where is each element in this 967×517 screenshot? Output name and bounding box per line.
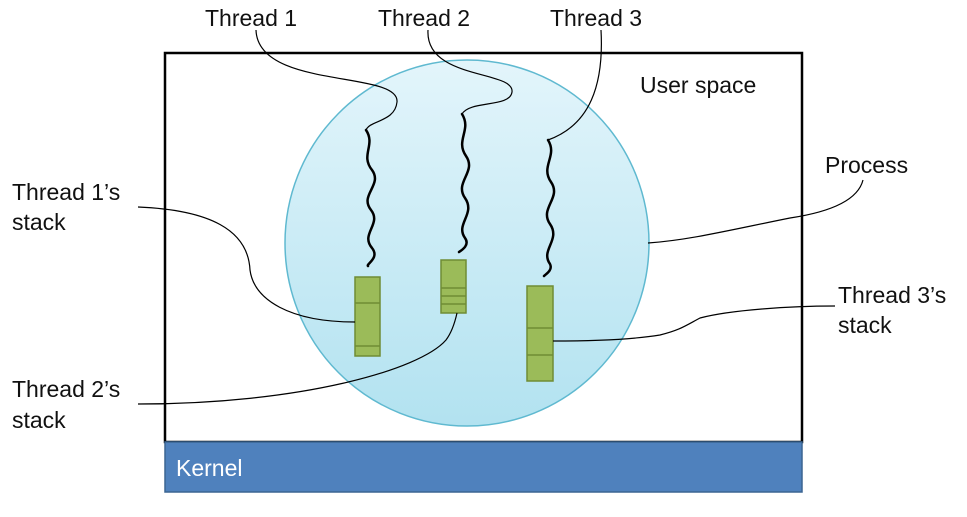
thread-2-connector [427,29,513,115]
stack-1-connector [137,206,356,323]
stack-2-connector [137,312,458,405]
thread-1-stack [354,276,381,357]
process-connector [647,179,864,244]
stack-1-label-line2: stack [12,209,66,235]
stack-2-label-line1: Thread 2’s [12,376,121,402]
thread-1-squiggle [364,128,377,268]
kernel-bar [164,441,803,493]
thread-2-squiggle [457,112,471,254]
process-label: Process [825,152,909,178]
thread-2-stack [440,259,467,314]
user-space-label: User space [640,72,757,98]
stack-3-label-line1: Thread 3’s [838,282,947,308]
thread-1-label: Thread 1 [205,5,298,31]
stack-3-connector [552,305,836,342]
thread-3-label: Thread 3 [550,5,643,31]
thread-3-squiggle [542,138,556,278]
thread-1-connector [255,29,398,131]
stack-1-label-line1: Thread 1’s [12,179,121,205]
thread-2-label: Thread 2 [378,5,471,31]
stack-2-label-line2: stack [12,407,66,433]
kernel-label: Kernel [176,455,243,481]
stack-3-label-line2: stack [838,312,892,338]
thread-3-connector [547,29,602,141]
thread-3-stack [526,285,554,382]
